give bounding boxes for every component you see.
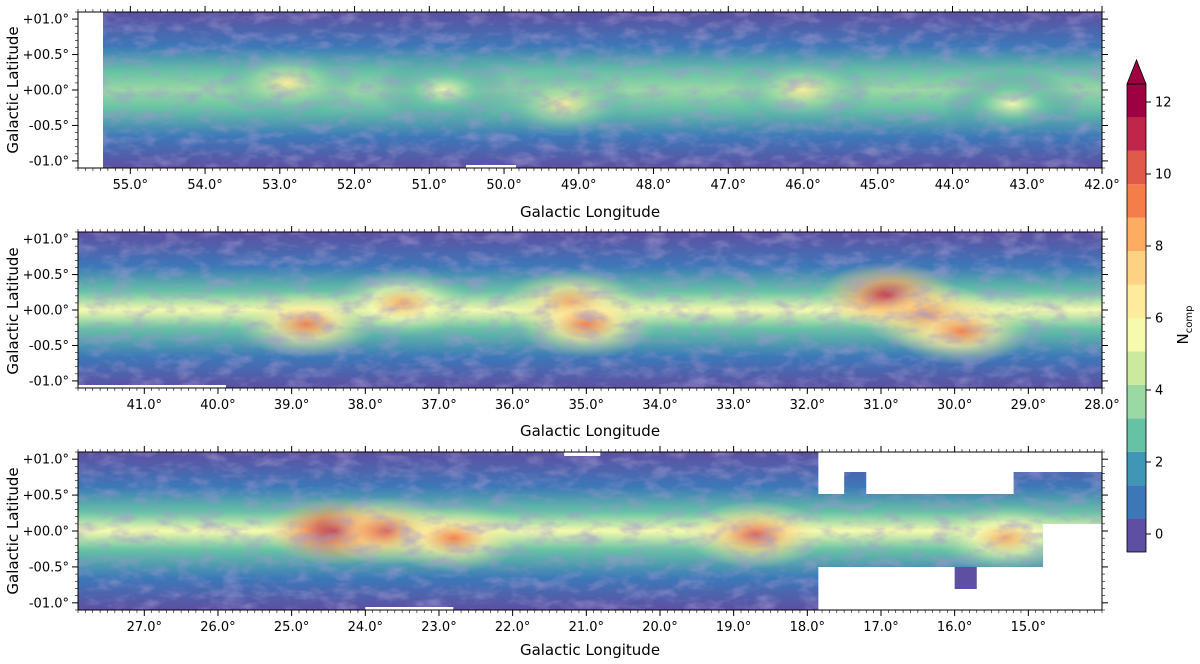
panel-3-ytick-label: +00.0° bbox=[23, 525, 69, 540]
colorbar-label-main: N bbox=[1174, 333, 1192, 344]
panel-1-map bbox=[78, 12, 1102, 168]
panel-3-xtick-label: 26.0° bbox=[200, 620, 235, 635]
panel-2-xtick-label: 36.0° bbox=[495, 398, 530, 413]
colorbar-segment bbox=[1127, 451, 1146, 486]
colorbar-segment bbox=[1127, 384, 1146, 419]
colorbar-tick-label: 10 bbox=[1155, 168, 1172, 183]
panel-3-xtick-label: 23.0° bbox=[421, 620, 456, 635]
colorbar-label-sub: comp bbox=[1184, 306, 1195, 334]
colorbar-segment bbox=[1127, 217, 1146, 252]
colorbar-tick-label: 12 bbox=[1155, 96, 1172, 111]
panel-2-ylabel: Galactic Latitude bbox=[4, 247, 22, 374]
panel-1-ytick-label: -01.0° bbox=[29, 154, 69, 169]
colorbar-tick-label: 2 bbox=[1155, 456, 1163, 471]
panel-1-xtick-label: 44.0° bbox=[935, 178, 970, 193]
panel-3-xtick-label: 18.0° bbox=[790, 620, 825, 635]
panel-2-xtick-label: 30.0° bbox=[937, 398, 972, 413]
colorbar-segment bbox=[1127, 518, 1146, 552]
panel-2-xtick-label: 40.0° bbox=[200, 398, 235, 413]
panel-2-ytick-label: -01.0° bbox=[29, 374, 69, 389]
colorbar-segment bbox=[1127, 184, 1146, 218]
panel-2-xtick-label: 35.0° bbox=[569, 398, 604, 413]
colorbar-segment bbox=[1127, 418, 1146, 452]
colorbar: Ncomp 0 2 4 6 8 10 12 bbox=[1126, 58, 1195, 553]
colorbar-label: Ncomp bbox=[1174, 306, 1195, 345]
panel-1-xtick-label: 50.0° bbox=[486, 178, 521, 193]
panel-2-xtick-label: 37.0° bbox=[421, 398, 456, 413]
panel-3-xtick-label: 16.0° bbox=[937, 620, 972, 635]
panel-1-ytick-label: +00.0° bbox=[23, 84, 69, 99]
panel-1-ylabel: Galactic Latitude bbox=[4, 26, 22, 153]
panel-1-xtick-label: 51.0° bbox=[412, 178, 447, 193]
panel-3-ytick-label: -00.5° bbox=[29, 560, 69, 575]
panel-2-map bbox=[78, 232, 1102, 388]
panel-2-xtick-label: 31.0° bbox=[863, 398, 898, 413]
panel-1-xtick-label: 54.0° bbox=[187, 178, 222, 193]
panel-1-ytick-label: +00.5° bbox=[23, 48, 69, 63]
colorbar-segment bbox=[1127, 117, 1146, 151]
colorbar-segment bbox=[1127, 84, 1146, 118]
panel-2-xlabel: Galactic Longitude bbox=[520, 422, 660, 440]
panel-2-ytick-label: -00.5° bbox=[29, 339, 69, 354]
panel-3-xtick-label: 20.0° bbox=[642, 620, 677, 635]
colorbar-tick-label: 0 bbox=[1155, 528, 1163, 543]
colorbar-segment bbox=[1127, 351, 1146, 385]
panel-1-xtick-label: 45.0° bbox=[860, 178, 895, 193]
panel-3-map bbox=[78, 452, 1102, 610]
panel-1-xtick-label: 48.0° bbox=[636, 178, 671, 193]
colorbar-tick-label: 8 bbox=[1155, 240, 1163, 255]
colorbar-segment bbox=[1127, 284, 1146, 318]
panel-3-xtick-label: 22.0° bbox=[495, 620, 530, 635]
panel-3-xtick-label: 21.0° bbox=[569, 620, 604, 635]
panel-1-xtick-label: 55.0° bbox=[113, 178, 148, 193]
panel-3: Galactic Latitude Galactic Longitude 27.… bbox=[4, 446, 1108, 659]
panel-3-xlabel: Galactic Longitude bbox=[520, 641, 660, 659]
panel-1-xtick-label: 42.0° bbox=[1084, 178, 1119, 193]
colorbar-extend-arrow bbox=[1126, 58, 1147, 85]
panel-3-xtick-label: 17.0° bbox=[863, 620, 898, 635]
panel-2-ytick-label: +00.0° bbox=[23, 304, 69, 319]
panel-1-xtick-label: 46.0° bbox=[785, 178, 820, 193]
panel-1: Galactic Latitude Galactic Longitude 55.… bbox=[4, 6, 1120, 221]
panel-2-xtick-label: 39.0° bbox=[274, 398, 309, 413]
panel-3-ylabel: Galactic Latitude bbox=[4, 467, 22, 594]
panel-3-xtick-label: 15.0° bbox=[1011, 620, 1046, 635]
panel-2: Galactic Latitude Galactic Longitude 41.… bbox=[4, 226, 1120, 440]
colorbar-segment bbox=[1127, 485, 1146, 519]
colorbar-tick-label: 6 bbox=[1155, 312, 1163, 327]
panel-3-ytick-label: -01.0° bbox=[29, 596, 69, 611]
colorbar-segment bbox=[1127, 318, 1146, 352]
panel-2-xtick-label: 38.0° bbox=[348, 398, 383, 413]
panel-3-xtick-label: 27.0° bbox=[127, 620, 162, 635]
panel-2-xtick-label: 34.0° bbox=[642, 398, 677, 413]
colorbar-segment bbox=[1127, 251, 1146, 285]
panel-1-xtick-label: 49.0° bbox=[561, 178, 596, 193]
panel-1-xtick-label: 53.0° bbox=[262, 178, 297, 193]
panel-1-xtick-label: 52.0° bbox=[337, 178, 372, 193]
colorbar-tick-label: 4 bbox=[1155, 384, 1163, 399]
panel-2-xtick-label: 29.0° bbox=[1011, 398, 1046, 413]
colorbar-segment bbox=[1127, 150, 1146, 185]
panel-3-xtick-label: 19.0° bbox=[716, 620, 751, 635]
panel-1-xlabel: Galactic Longitude bbox=[520, 203, 660, 221]
panel-3-ytick-label: +01.0° bbox=[23, 453, 69, 468]
panel-3-xtick-label: 24.0° bbox=[348, 620, 383, 635]
panel-2-xtick-label: 32.0° bbox=[790, 398, 825, 413]
panel-1-xtick-label: 43.0° bbox=[1010, 178, 1045, 193]
panel-2-xtick-label: 28.0° bbox=[1084, 398, 1119, 413]
panel-1-xtick-label: 47.0° bbox=[711, 178, 746, 193]
panel-2-xtick-label: 33.0° bbox=[716, 398, 751, 413]
panel-2-ytick-label: +00.5° bbox=[23, 268, 69, 283]
panel-1-ytick-label: -00.5° bbox=[29, 119, 69, 134]
panel-3-xtick-label: 25.0° bbox=[274, 620, 309, 635]
panel-2-ytick-label: +01.0° bbox=[23, 233, 69, 248]
panel-1-ytick-label: +01.0° bbox=[23, 13, 69, 28]
panel-2-xtick-label: 41.0° bbox=[127, 398, 162, 413]
panel-3-ytick-label: +00.5° bbox=[23, 489, 69, 504]
